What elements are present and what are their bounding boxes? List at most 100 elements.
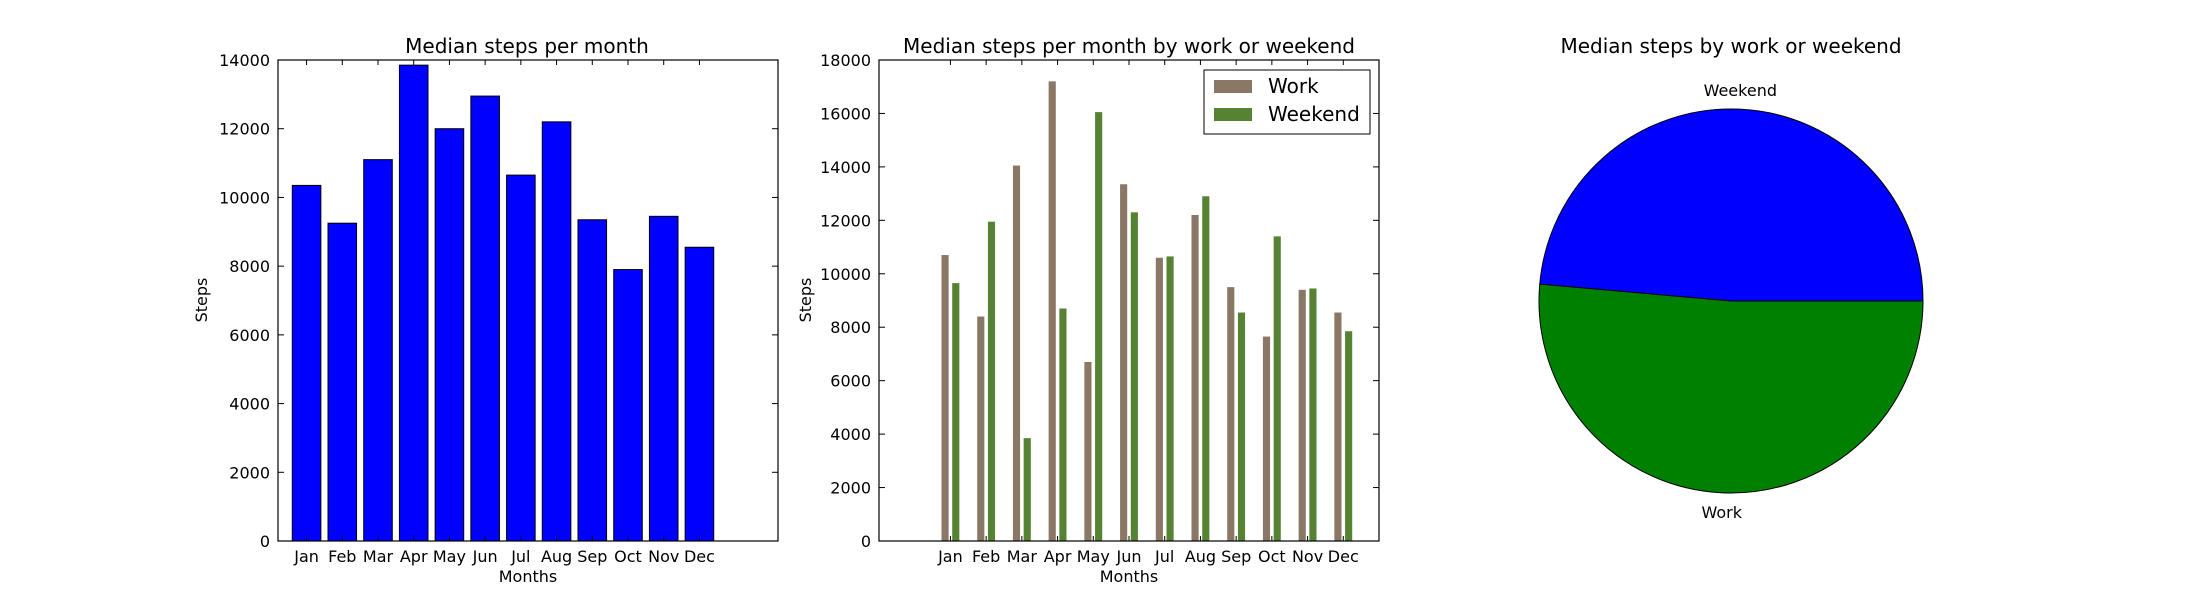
chart3-pie	[1538, 108, 1924, 494]
bar-jan	[291, 184, 322, 542]
y-tick-label: 0	[260, 532, 270, 551]
y-tick-label: 6000	[229, 326, 270, 345]
chart2-legend: Work Weekend	[1203, 69, 1371, 135]
y-tick-label: 4000	[830, 425, 871, 444]
bar-weekend-jul	[1166, 256, 1174, 541]
bar-work-jan	[941, 255, 949, 542]
x-tick-label: Oct	[1258, 547, 1286, 566]
chart-pie-work-weekend: Median steps by work or weekend Weekend …	[1538, 34, 1924, 522]
chart2-y-axis-label: Steps	[796, 278, 815, 323]
chart1-x-axis-label: Months	[499, 567, 557, 586]
x-tick-label: Sep	[577, 547, 607, 566]
pie-label-work: Work	[1701, 503, 1742, 522]
bar-jun	[470, 95, 500, 542]
x-tick-label: Apr	[1044, 547, 1072, 566]
bar-weekend-feb	[987, 221, 996, 542]
bar-weekend-apr	[1059, 308, 1067, 541]
chart2-x-ticks: Jan Feb Mar Apr May Jun Jul Aug Sep Oct Nov Dec	[937, 60, 1359, 566]
y-tick-label: 14000	[820, 158, 871, 177]
bar-weekend-mar	[1023, 438, 1031, 541]
bar-work-aug	[1191, 214, 1199, 541]
x-tick-label: Apr	[400, 547, 428, 566]
bar-oct	[613, 269, 643, 542]
chart1-y-axis-label: Steps	[192, 278, 211, 323]
bar-weekend-jun	[1130, 212, 1138, 542]
chart1-bars	[291, 64, 715, 542]
y-tick-label: 12000	[219, 120, 270, 139]
bar-work-oct	[1262, 336, 1271, 541]
bar-work-jun	[1120, 184, 1128, 541]
x-tick-label: Nov	[648, 547, 679, 566]
chart1-axes-frame	[277, 59, 779, 542]
legend-label-work: Work	[1268, 74, 1319, 98]
bar-weekend-jan	[952, 283, 960, 541]
bar-work-apr	[1048, 81, 1056, 541]
x-tick-label: Jul	[1154, 547, 1174, 566]
bar-work-nov	[1298, 289, 1306, 541]
legend-swatch-work	[1214, 80, 1252, 93]
y-tick-label: 14000	[219, 51, 270, 70]
x-tick-label: Aug	[1185, 547, 1216, 566]
chart-steps-per-month: Median steps per month 0 2000 4000 6000 8000…	[192, 34, 779, 586]
bar-aug	[541, 121, 572, 542]
y-tick-label: 0	[861, 532, 871, 551]
x-tick-label: Nov	[1292, 547, 1323, 566]
chart1-title: Median steps per month	[405, 34, 649, 58]
bar-work-dec	[1334, 312, 1342, 541]
chart1-y-ticks: 0 2000 4000 6000 8000 10000 12000 14000	[219, 51, 778, 551]
bar-dec	[684, 246, 715, 542]
bar-weekend-aug	[1202, 196, 1210, 542]
x-tick-label: Feb	[328, 547, 356, 566]
y-tick-label: 10000	[820, 265, 871, 284]
chart3-title: Median steps by work or weekend	[1560, 34, 1901, 58]
y-tick-label: 10000	[219, 188, 270, 207]
x-tick-label: Jun	[472, 547, 498, 566]
chart2-x-axis-label: Months	[1100, 567, 1158, 586]
bar-weekend-oct	[1273, 236, 1281, 541]
legend-label-weekend: Weekend	[1268, 102, 1360, 126]
x-tick-label: Mar	[363, 547, 394, 566]
y-tick-label: 2000	[830, 479, 871, 498]
bar-apr	[398, 64, 429, 542]
bar-work-mar	[1012, 165, 1021, 541]
y-tick-label: 18000	[820, 51, 871, 70]
bar-sep	[577, 219, 608, 542]
y-tick-label: 16000	[820, 104, 871, 123]
chart2-y-ticks: 0 2000 4000 6000 8000 10000 12000 14000 16000 180…	[820, 51, 1379, 551]
pie-slice-work	[1538, 283, 1924, 494]
y-tick-label: 4000	[229, 395, 270, 414]
bar-work-feb	[977, 316, 985, 541]
bar-weekend-may	[1095, 112, 1103, 541]
y-tick-label: 8000	[830, 318, 871, 337]
chart1-x-ticks: Jan Feb Mar Apr May Jun Jul Aug Sep Oct Nov Dec	[293, 60, 715, 566]
bar-jul	[506, 174, 536, 542]
bar-mar	[363, 159, 393, 542]
x-tick-label: May	[433, 547, 466, 566]
x-tick-label: Aug	[541, 547, 572, 566]
bar-weekend-nov	[1309, 288, 1317, 541]
chart-steps-work-weekend: Median steps per month by work or weeken…	[796, 34, 1380, 586]
x-tick-label: Mar	[1007, 547, 1038, 566]
y-tick-label: 12000	[820, 211, 871, 230]
y-tick-label: 6000	[830, 372, 871, 391]
bar-feb	[327, 222, 358, 542]
x-tick-label: Jan	[293, 547, 319, 566]
legend-swatch-weekend	[1214, 108, 1252, 121]
x-tick-label: Sep	[1221, 547, 1251, 566]
x-tick-label: Jun	[1116, 547, 1142, 566]
y-tick-label: 8000	[229, 257, 270, 276]
bar-may	[434, 128, 465, 542]
x-tick-label: Dec	[1328, 547, 1359, 566]
x-tick-label: Dec	[684, 547, 715, 566]
bar-weekend-dec	[1345, 331, 1353, 541]
bar-weekend-sep	[1237, 312, 1246, 541]
x-tick-label: Jan	[937, 547, 963, 566]
pie-label-weekend: Weekend	[1704, 81, 1777, 100]
x-tick-label: Oct	[614, 547, 642, 566]
x-tick-label: Jul	[510, 547, 530, 566]
chart2-bars	[941, 81, 1353, 542]
bar-nov	[648, 215, 679, 542]
pie-slice-weekend	[1539, 108, 1924, 302]
x-tick-label: Feb	[972, 547, 1000, 566]
